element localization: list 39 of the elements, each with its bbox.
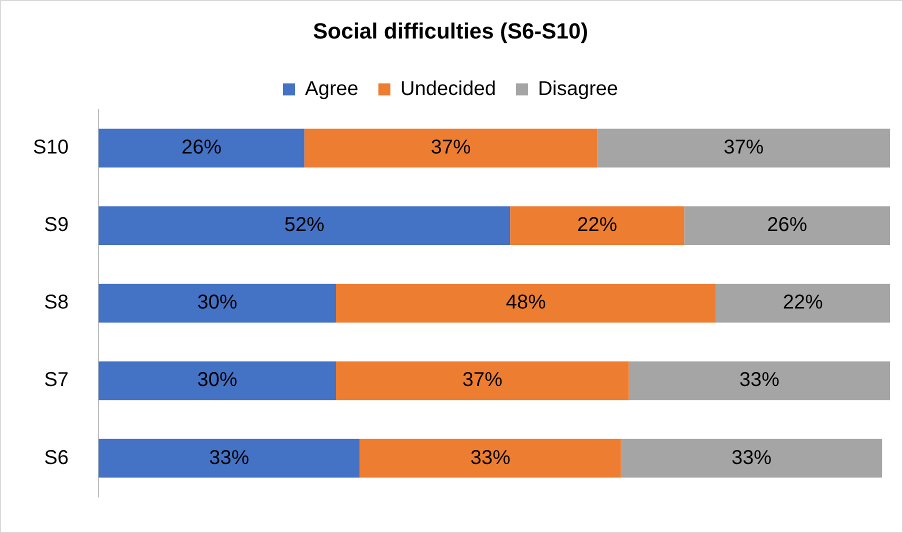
legend-label: Agree: [304, 78, 358, 100]
bar: [98, 128, 304, 168]
bar: [98, 361, 336, 400]
data-label: 48%: [506, 292, 546, 314]
bar: [98, 284, 336, 323]
data-label: 33%: [209, 446, 250, 469]
bar: [336, 284, 716, 323]
bar: [510, 206, 684, 246]
legend-label: Disagree: [538, 78, 618, 100]
legend-label: Undecided: [400, 78, 496, 100]
data-label: 26%: [767, 214, 808, 236]
data-label: 52%: [284, 214, 325, 236]
data-label: 33%: [731, 446, 772, 469]
data-label: 33%: [470, 446, 511, 469]
data-label: 37%: [462, 369, 503, 392]
chart-title: Social difficulties (S6-S10): [312, 18, 588, 44]
bar: [304, 128, 598, 168]
y-tick-label: S10: [32, 136, 69, 159]
data-label: 30%: [197, 292, 238, 314]
data-label: 33%: [739, 369, 780, 392]
y-tick-label: S6: [44, 446, 69, 469]
y-tick-label: S9: [44, 214, 69, 236]
data-label: 37%: [724, 136, 764, 159]
bar: [597, 128, 890, 168]
bar: [716, 284, 890, 323]
bar: [360, 438, 621, 478]
data-label: 37%: [430, 136, 471, 159]
data-label: 22%: [577, 214, 618, 236]
data-label: 30%: [197, 369, 238, 392]
bar: [628, 361, 890, 400]
bar: [620, 438, 882, 478]
y-tick-label: S8: [44, 292, 69, 314]
bar: [98, 206, 510, 246]
bar: [336, 361, 629, 400]
data-label: 26%: [181, 136, 222, 159]
bar: [684, 206, 890, 246]
data-label: 22%: [782, 292, 824, 314]
y-tick-label: S7: [44, 369, 69, 392]
bar: [98, 438, 360, 478]
